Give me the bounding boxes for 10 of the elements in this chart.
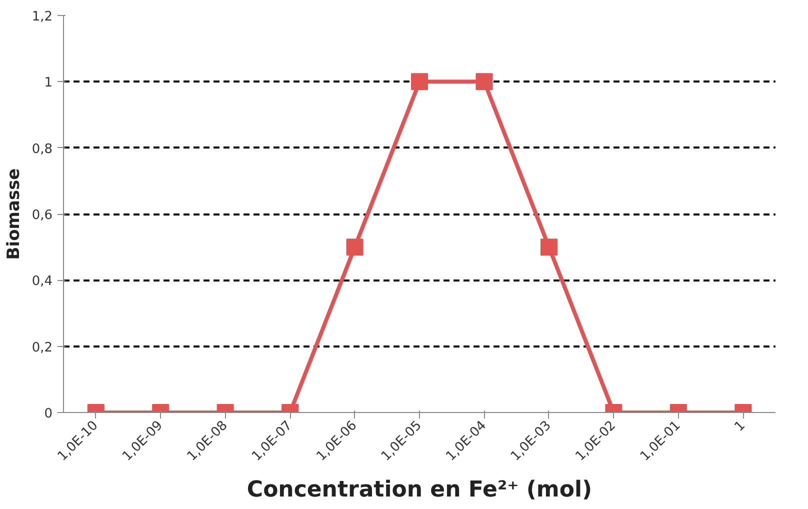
y-tick-label: 0 bbox=[44, 406, 53, 422]
y-tick-label: 0,4 bbox=[32, 274, 53, 290]
x-tick-label: 1 bbox=[732, 418, 748, 435]
y-tick-label: 0,6 bbox=[32, 208, 53, 223]
y-tick-label: 1,2 bbox=[32, 10, 53, 24]
y-tick-label: 1 bbox=[44, 76, 53, 91]
y-axis-title: Biomasse bbox=[4, 168, 24, 260]
y-tick-label: 0,8 bbox=[32, 142, 53, 157]
x-axis-title: Concentration en Fe²⁺ (mol) bbox=[246, 478, 592, 503]
y-tick-label: 0,2 bbox=[32, 340, 53, 356]
